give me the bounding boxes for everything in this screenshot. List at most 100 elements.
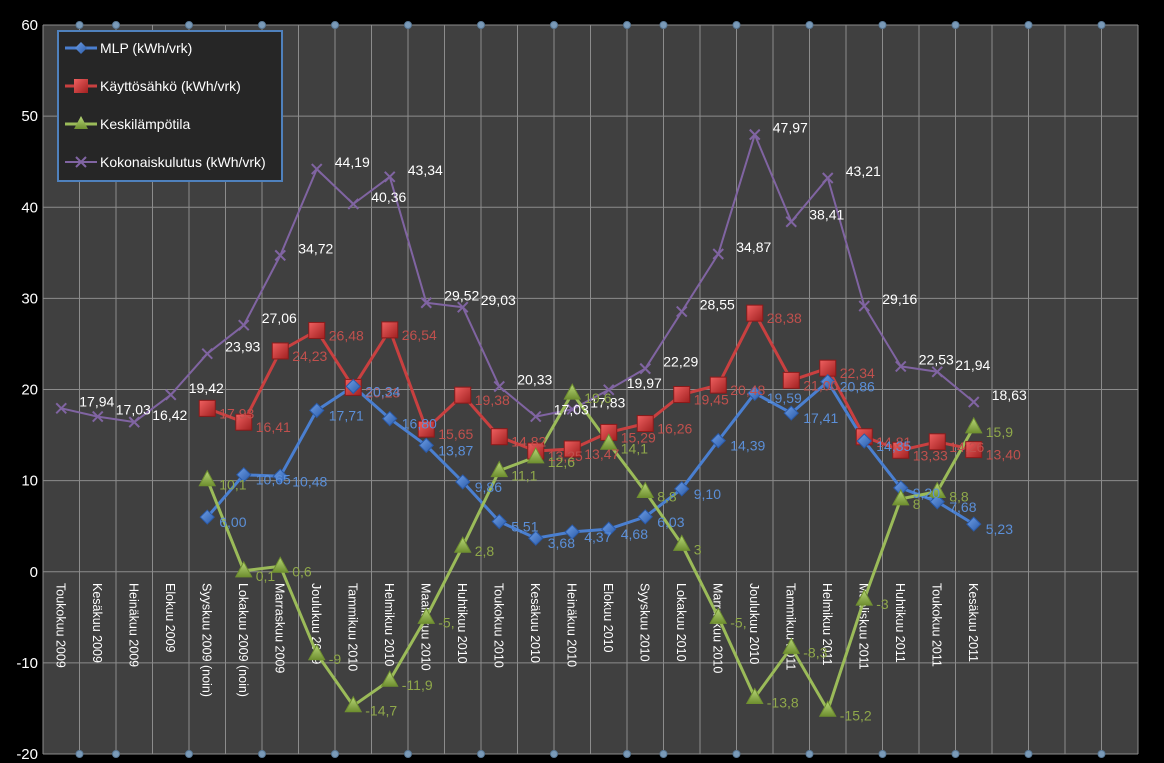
data-label: 4,68 [621,526,648,542]
y-tick-label: 20 [21,382,38,399]
data-label: 20,34 [365,383,400,399]
border-dot [75,21,84,29]
kokonaiskulutus-marker [128,416,140,428]
data-label: 5,51 [511,519,538,535]
border-dot [112,750,120,758]
mlp-marker [966,516,982,532]
data-label: 22,34 [840,365,875,381]
keskilampotila-marker [928,481,947,499]
data-label: 14,39 [730,438,765,454]
kokonaiskulutus-marker [895,360,907,373]
keskilampotila-marker [709,607,728,624]
data-label: 20,86 [840,379,875,395]
data-label: 17,94 [79,393,114,409]
border-dots [75,21,1106,758]
border-dot [550,21,558,29]
data-label: 6,03 [657,514,684,530]
y-tick-label: 50 [21,108,38,125]
border-dot [732,750,741,758]
data-label: -11,9 [402,677,433,693]
legend-box [57,30,283,182]
data-label: 0,1 [256,568,276,584]
data-label: 6,00 [219,514,246,530]
border-dot [878,750,887,758]
mlp-marker [564,524,580,540]
data-label: 17,93 [219,405,254,421]
keskilampotila-marker [271,556,290,573]
kayttosahko-marker [965,441,983,459]
border-dot [1097,750,1106,758]
keskilampotila-marker [234,560,253,578]
keskilampotila-marker [745,687,764,705]
keskilampotila-marker [417,607,436,624]
data-label: 14,26 [949,439,984,455]
border-dot [331,750,339,758]
mlp-marker [820,373,836,390]
mlp-marker [637,509,653,525]
data-label: 14,81 [876,434,911,450]
data-label: 14,35 [876,438,911,454]
kayttosahko-marker [198,399,216,417]
legend-triangle-icon [74,116,88,129]
border-dot [659,750,668,758]
kokonaiskulutus-marker [201,347,213,360]
x-tick-label: Joulukuu 2010 [747,583,761,664]
x-tick-label: Toukokuu 2010 [491,583,505,668]
data-label: 24,23 [292,348,327,364]
x-tick-label: Tammikuu 2010 [345,583,359,671]
keskilampotila-marker [526,446,545,464]
border-dot [185,750,193,758]
border-dot [878,21,887,29]
data-label: 20,33 [517,371,552,387]
data-label: 34,87 [736,239,771,255]
keskilampotila-marker [891,488,910,506]
data-label: 34,72 [298,240,333,256]
border-dot [112,21,120,29]
kayttosahko-marker [381,321,399,339]
data-label: 19,38 [475,392,510,408]
keskilampotila-marker [782,637,801,654]
keskilampotila-marker [563,383,582,400]
border-dot [623,750,631,758]
kayttosahko-marker [563,440,581,458]
border-dot [404,21,412,29]
kokonaiskulutus-marker [931,366,943,378]
data-label: 21,00 [803,377,838,393]
kokonaiskulutus-marker [165,389,177,401]
keskilampotila-marker [344,695,363,713]
data-label: 15,29 [621,429,656,445]
data-label: 43,34 [408,162,443,178]
kayttosahko-marker [928,433,946,451]
data-label: 29,52 [444,288,479,304]
mlp-marker [272,468,288,484]
kokonaiskulutus-marker [749,128,761,141]
border-dot [805,21,814,29]
kayttosahko-marker [235,413,253,431]
data-label: 13,87 [438,442,473,458]
kokonaiskulutus-marker [639,362,651,375]
legend-diamond-icon [75,42,87,54]
data-label: 19,6 [584,390,611,406]
kokonaiskulutus-marker [968,396,980,408]
data-label: 22,29 [663,354,698,370]
x-tick-label: Marraskuu 2009 [272,583,286,673]
data-label: -3 [876,596,889,612]
data-label: 10,48 [292,473,327,489]
mlp-marker [710,432,726,449]
keskilampotila-marker [818,700,837,717]
y-tick-label: 40 [21,199,38,216]
border-dot [623,21,631,29]
data-label: 11,1 [511,468,537,484]
border-dot [1024,21,1033,29]
data-label: 10,65 [256,472,291,488]
data-label: 15,65 [438,426,473,442]
kokonaiskulutus-marker [311,163,323,175]
data-label: 8,8 [657,489,677,505]
data-label: 19,59 [767,390,802,406]
data-label: 23,93 [225,339,260,355]
data-label: 26,54 [402,327,437,343]
keskilampotila-marker [307,643,326,661]
data-label: 40,36 [371,189,406,205]
kokonaiskulutus-marker [92,410,104,423]
